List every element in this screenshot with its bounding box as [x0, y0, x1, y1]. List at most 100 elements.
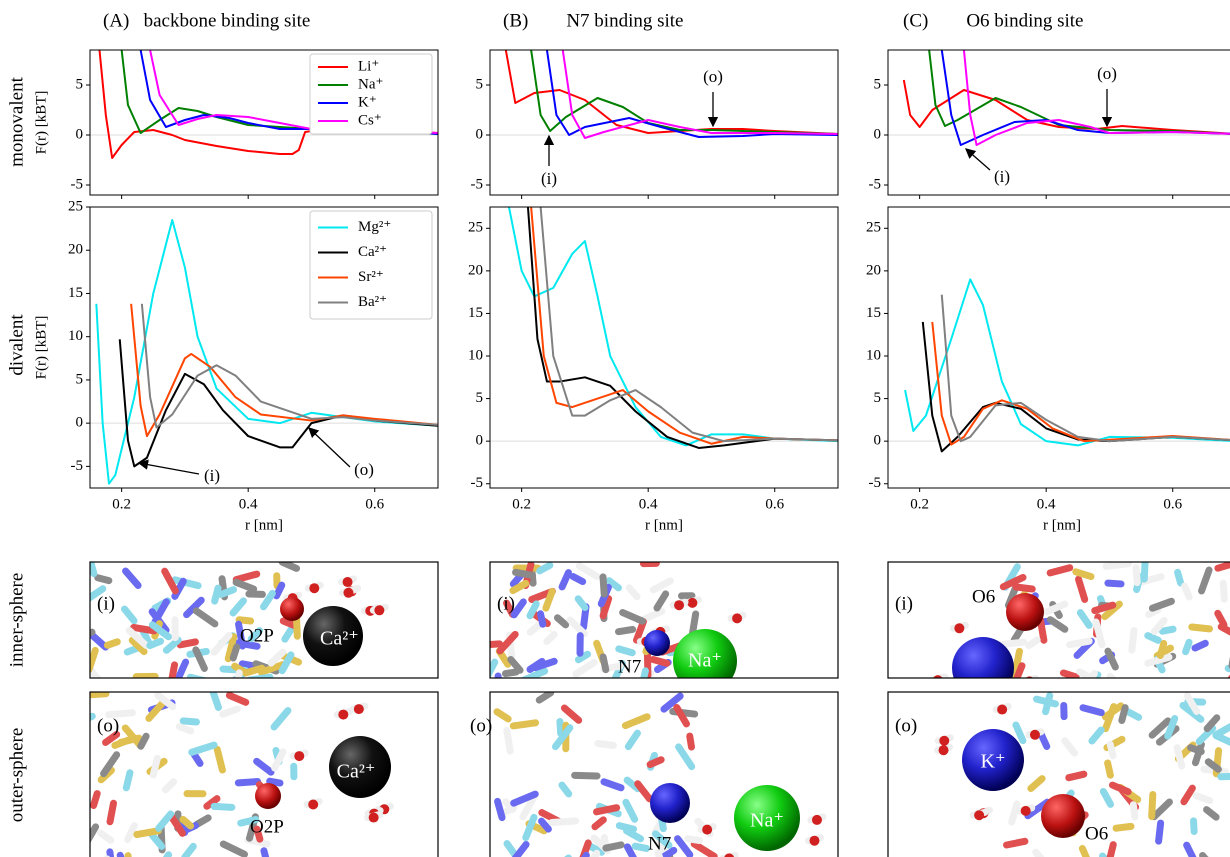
bond — [594, 740, 617, 749]
chart: (A) backbone binding site -5 0 5 F(r) [kBT] L… — [33, 10, 439, 199]
ion — [1006, 593, 1044, 631]
y-tick-label: 25 — [68, 198, 83, 214]
series-line — [95, 218, 438, 485]
bond — [1046, 616, 1069, 633]
arrow — [308, 427, 351, 468]
series-line — [539, 207, 838, 443]
axes-frame — [489, 49, 839, 196]
y-axis-label: F(r) [kBT] — [33, 316, 49, 380]
bond — [548, 817, 580, 826]
y-tick-label: -5 — [71, 176, 84, 192]
bond — [510, 790, 539, 807]
bond — [558, 781, 573, 798]
series-line — [140, 303, 438, 429]
bond — [490, 658, 499, 678]
snapshot-frame — [887, 691, 1230, 857]
bond — [122, 769, 134, 792]
annotation: (i) — [541, 169, 557, 188]
annotation: (o) — [354, 460, 374, 479]
water-oxygen — [938, 745, 949, 756]
bond — [232, 570, 261, 584]
bond — [560, 704, 583, 724]
snapshot-frame — [887, 561, 1230, 679]
bond — [161, 778, 178, 794]
bond — [633, 618, 647, 644]
bond — [273, 581, 286, 600]
series-line — [530, 50, 838, 135]
snapshot-tag: (i) — [97, 593, 115, 614]
x-tick-label: 0.6 — [1163, 496, 1182, 512]
x-tick-label: 0.4 — [1037, 496, 1056, 512]
y-tick-label: -5 — [869, 176, 882, 192]
bond — [1012, 721, 1027, 745]
bond — [526, 600, 540, 620]
bond — [1128, 627, 1138, 654]
bond — [122, 567, 142, 589]
axes-frame — [89, 49, 439, 196]
series-line — [530, 207, 838, 445]
legend-box — [309, 210, 433, 320]
bond — [237, 816, 260, 827]
bond — [90, 585, 107, 602]
y-tick-label: 25 — [468, 220, 483, 236]
bond — [278, 562, 301, 572]
bond — [183, 596, 205, 619]
water-oxygen — [338, 709, 349, 720]
series-line — [904, 278, 1230, 447]
bond — [232, 578, 258, 593]
bond — [1092, 618, 1106, 649]
site-label: N7 — [648, 833, 671, 854]
bond — [219, 705, 241, 718]
bond — [179, 815, 195, 830]
bond — [219, 840, 248, 857]
water-oxygen — [1029, 729, 1040, 740]
bond — [234, 669, 243, 678]
bond — [90, 562, 98, 578]
y-tick-label: 5 — [76, 76, 84, 92]
ion — [673, 629, 737, 678]
bond — [1173, 744, 1186, 770]
bond — [1046, 564, 1074, 577]
snapshot-tag: (o) — [470, 715, 492, 736]
bond — [1106, 740, 1117, 760]
bond — [1174, 568, 1185, 587]
y-tick-label: 5 — [874, 76, 882, 92]
snapshot-tag: (i) — [497, 593, 515, 614]
snapshot: (i) N7 Na⁺ — [489, 561, 839, 679]
bond — [509, 579, 530, 595]
y-tick-label: 20 — [468, 262, 483, 278]
bond — [1198, 566, 1213, 595]
bond — [639, 607, 666, 624]
bond — [1012, 583, 1036, 593]
bond — [1104, 579, 1125, 588]
bond — [494, 797, 506, 822]
bond — [997, 638, 1028, 648]
x-tick-label: 0.6 — [365, 496, 384, 512]
bond — [168, 813, 186, 837]
bond — [90, 790, 101, 810]
bond — [1008, 800, 1021, 826]
bond — [175, 723, 195, 735]
bond — [217, 586, 238, 598]
bond — [151, 598, 170, 626]
bond — [1217, 623, 1230, 636]
ion — [734, 785, 800, 851]
bond — [260, 589, 276, 611]
bond — [190, 751, 204, 767]
water-oxygen — [353, 704, 364, 715]
bond — [1129, 801, 1139, 821]
y-tick-label: 0 — [76, 415, 84, 431]
bond — [686, 732, 695, 751]
arrow — [965, 148, 991, 171]
bond — [1037, 730, 1051, 750]
bond — [1124, 708, 1143, 721]
chart-title: (B) N7 binding site — [503, 10, 684, 31]
chart: -5 0 5 10 15 20 25 0.2 0.4 0.6 r [nm] F(r) [kBT] Mg²… — [33, 198, 439, 533]
axes-frame — [887, 206, 1230, 489]
y-tick-label: 0 — [874, 433, 882, 449]
bond — [537, 610, 547, 628]
chart: (B) N7 binding site -5 0 5 — [471, 10, 839, 199]
row-label: divalent — [6, 314, 27, 376]
snapshot-tag: (i) — [895, 593, 913, 614]
y-tick-label: 5 — [76, 371, 84, 387]
